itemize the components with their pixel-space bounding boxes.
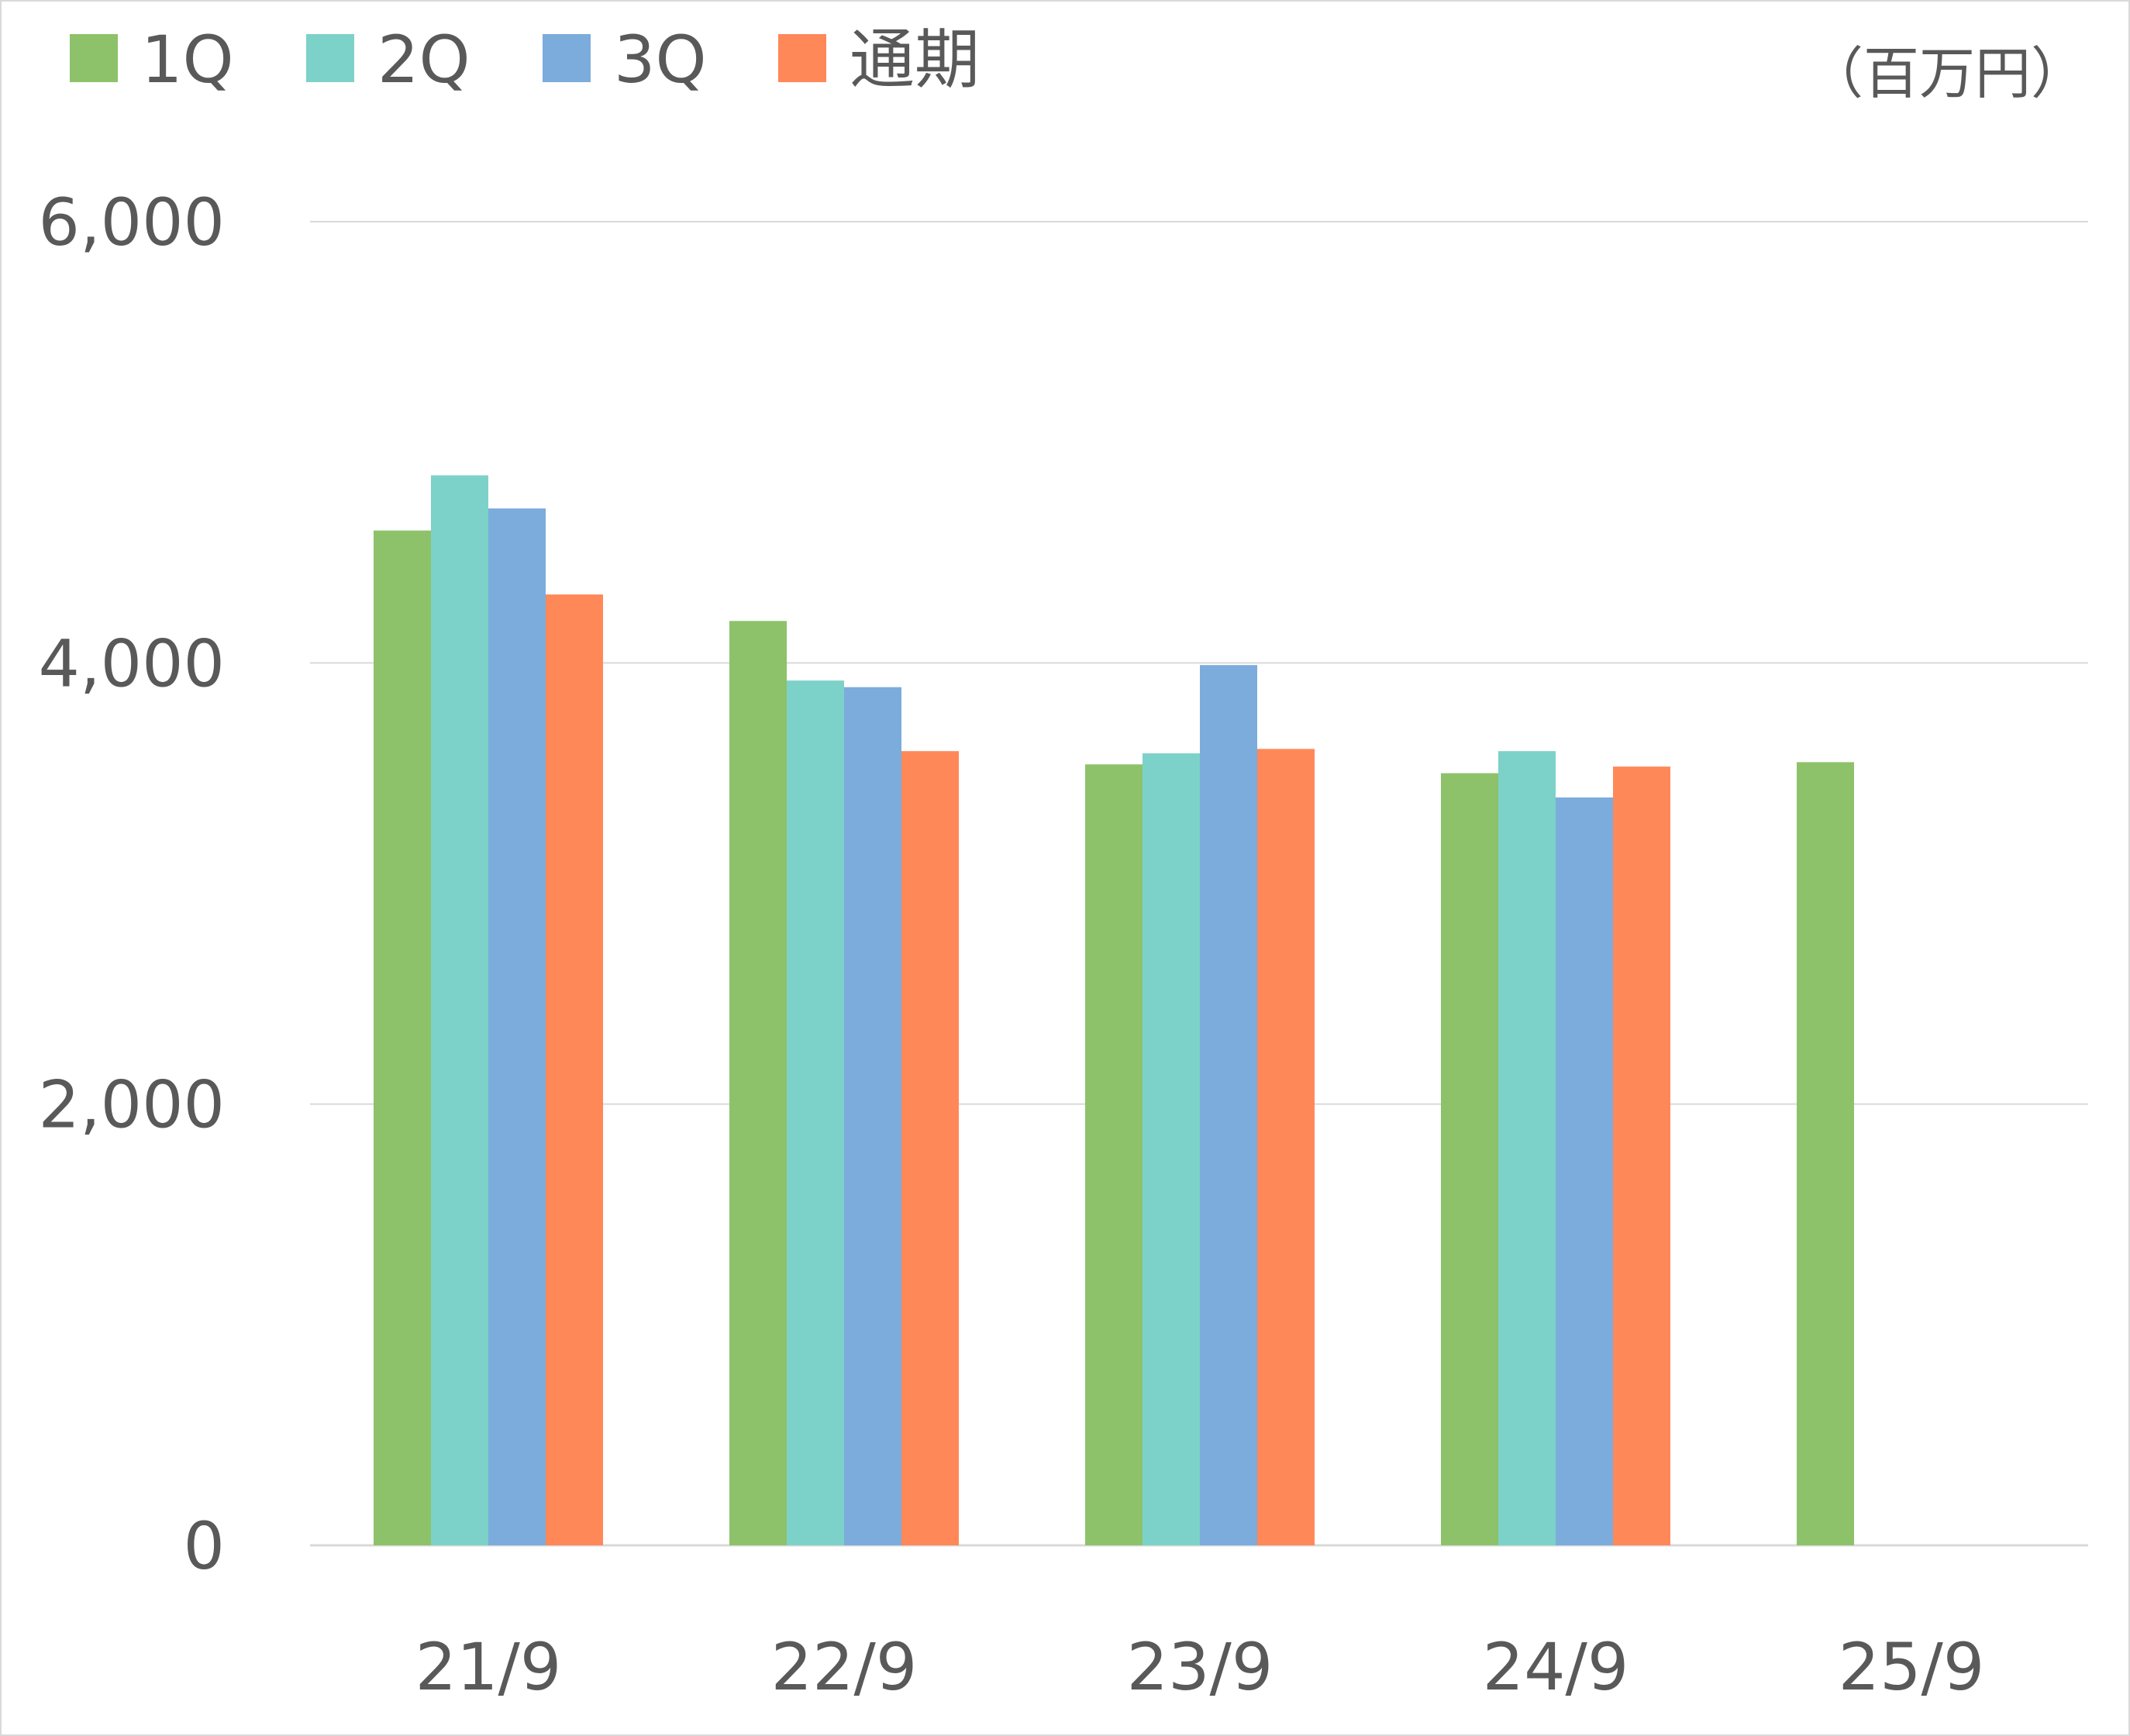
legend-label-通期: 通期 [850, 22, 980, 98]
bar-通期-23/9 [1257, 749, 1315, 1546]
legend-label-3Q: 3Q [614, 22, 707, 98]
bar-2Q-22/9 [787, 680, 844, 1545]
bar-通期-24/9 [1613, 766, 1670, 1545]
bar-1Q-24/9 [1441, 773, 1498, 1545]
x-axis: 21/9 22/9 23/9 24/9 25/9 [415, 1629, 1985, 1705]
legend-swatch-通期 [778, 34, 826, 82]
bars [374, 475, 1854, 1546]
bar-2Q-21/9 [431, 475, 488, 1545]
legend-swatch-1Q [70, 34, 118, 82]
bar-1Q-25/9 [1797, 762, 1854, 1545]
bar-3Q-23/9 [1200, 665, 1257, 1546]
y-axis: 0 2,000 4,000 6,000 [39, 184, 225, 1584]
bar-1Q-21/9 [374, 530, 431, 1545]
bar-1Q-23/9 [1085, 764, 1143, 1545]
y-tick-label: 4,000 [39, 625, 225, 701]
x-tick-label: 25/9 [1839, 1629, 1985, 1705]
legend: 1Q 2Q 3Q 通期 [70, 22, 980, 98]
x-tick-label: 22/9 [771, 1629, 918, 1705]
bar-通期-21/9 [546, 594, 603, 1545]
y-tick-label: 2,000 [39, 1067, 225, 1143]
unit-label: （百万円） [1808, 41, 2087, 106]
bar-3Q-24/9 [1556, 797, 1613, 1545]
x-tick-label: 23/9 [1127, 1629, 1274, 1705]
y-tick-label: 0 [184, 1508, 225, 1584]
legend-swatch-3Q [543, 34, 591, 82]
bar-2Q-23/9 [1143, 753, 1200, 1545]
legend-label-1Q: 1Q [141, 22, 234, 98]
x-tick-label: 24/9 [1483, 1629, 1629, 1705]
bar-通期-22/9 [901, 751, 959, 1546]
legend-swatch-2Q [306, 34, 354, 82]
y-tick-label: 6,000 [39, 184, 225, 260]
bar-1Q-22/9 [729, 621, 787, 1546]
legend-label-2Q: 2Q [377, 22, 470, 98]
x-tick-label: 21/9 [415, 1629, 562, 1705]
bar-2Q-24/9 [1498, 751, 1556, 1546]
bar-3Q-21/9 [488, 508, 546, 1545]
bar-3Q-22/9 [844, 687, 901, 1545]
